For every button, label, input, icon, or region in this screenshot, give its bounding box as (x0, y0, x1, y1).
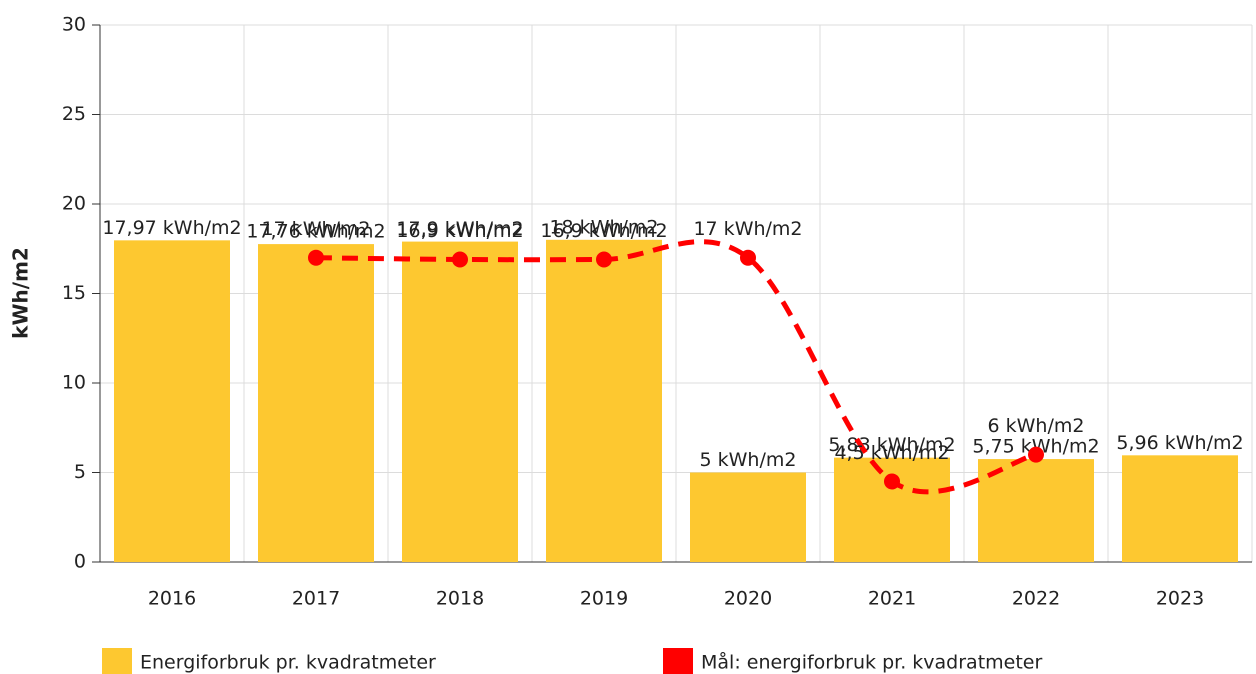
target-point (308, 249, 324, 266)
x-tick-label: 2023 (1156, 588, 1204, 610)
x-tick-label: 2020 (724, 588, 772, 610)
y-tick-label: 15 (62, 282, 86, 304)
bar-value-label: 18 kWh/m2 (549, 216, 658, 238)
target-point (452, 251, 468, 268)
bar (690, 472, 806, 562)
legend-swatch (663, 648, 693, 674)
legend-label: Mål: energiforbruk pr. kvadratmeter (701, 651, 1042, 674)
target-point (596, 251, 612, 268)
x-tick-label: 2018 (436, 588, 484, 610)
y-tick-label: 5 (74, 461, 86, 483)
line-value-label: 17 kWh/m2 (261, 218, 370, 240)
line-value-label: 16,9 kWh/m2 (396, 220, 523, 242)
bar-value-label: 5 kWh/m2 (700, 449, 797, 471)
target-point (740, 249, 756, 266)
bar (258, 244, 374, 562)
x-tick-label: 2022 (1012, 588, 1060, 610)
y-tick-label: 30 (62, 14, 86, 36)
target-point (884, 473, 900, 490)
x-tick-label: 2019 (580, 588, 628, 610)
y-tick-label: 25 (62, 103, 86, 125)
target-point (1028, 446, 1044, 463)
bar (978, 459, 1094, 562)
x-tick-label: 2017 (292, 588, 340, 610)
bar-value-label: 5,96 kWh/m2 (1116, 432, 1243, 454)
x-tick-label: 2021 (868, 588, 916, 610)
bar-value-label: 5,83 kWh/m2 (828, 434, 955, 456)
y-tick-label: 20 (62, 193, 86, 215)
bar (546, 239, 662, 563)
y-axis-label: kWh/m2 (9, 247, 33, 339)
y-tick-label: 0 (74, 551, 86, 573)
bar (402, 241, 518, 562)
line-value-label: 4,5 kWh/m2 (834, 442, 949, 464)
legend-label: Energiforbruk pr. kvadratmeter (140, 652, 436, 674)
bar (834, 457, 950, 562)
y-tick-label: 10 (62, 372, 86, 394)
bar-value-label: 5,75 kWh/m2 (972, 436, 1099, 458)
bar-value-label: 17,76 kWh/m2 (246, 221, 385, 243)
line-value-label: 6 kWh/m2 (988, 415, 1085, 437)
bar (1122, 455, 1238, 562)
line-value-label: 17 kWh/m2 (693, 218, 802, 240)
legend-swatch (102, 648, 132, 674)
bar-value-label: 17,9 kWh/m2 (396, 218, 523, 240)
line-value-label: 16,9 kWh/m2 (540, 220, 667, 242)
bar (114, 240, 230, 562)
bar-value-label: 17,97 kWh/m2 (102, 217, 241, 239)
x-tick-label: 2016 (148, 588, 196, 610)
